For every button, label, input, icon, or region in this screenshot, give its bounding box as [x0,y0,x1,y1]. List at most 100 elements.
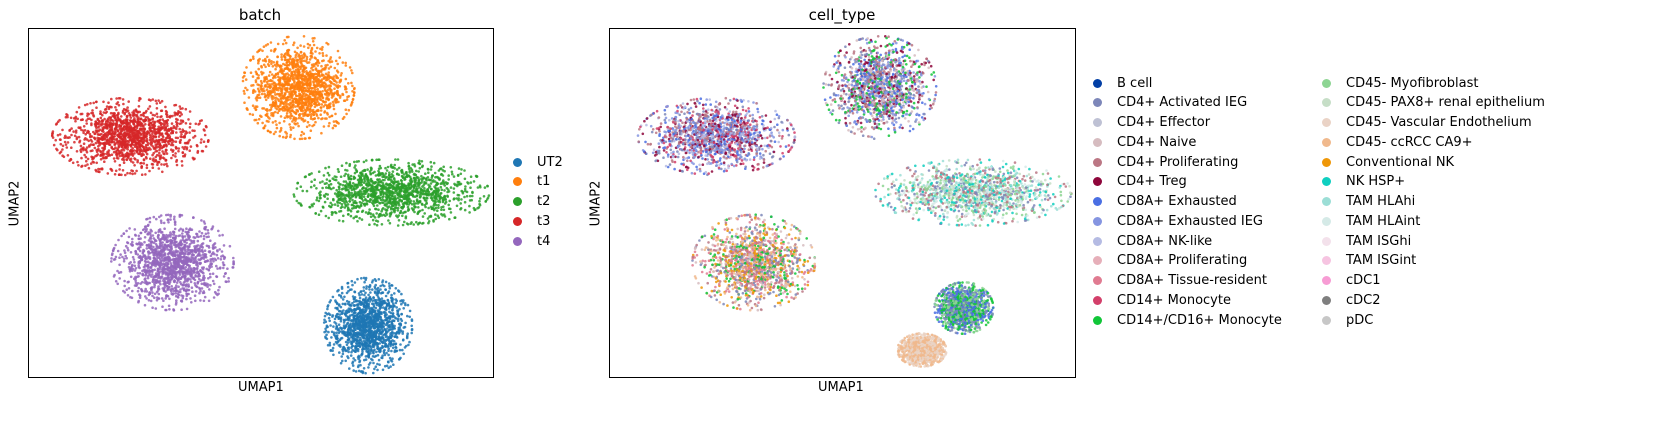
legend-item: cDC1 [1322,271,1381,291]
legend-item: CD8A+ NK-like [1093,231,1212,251]
batch-plot-frame [28,28,494,378]
legend-item: cDC2 [1322,290,1381,310]
cell-type-x-axis-label: UMAP1 [818,380,864,395]
legend-label: CD4+ Proliferating [1117,154,1239,170]
cluster-1-0 [636,96,797,177]
legend-marker [1093,236,1102,246]
legend-label: CD14+ Monocyte [1117,292,1231,308]
legend-marker [1322,315,1331,325]
legend-marker [1322,197,1331,206]
legend-item: UT2 [513,152,563,172]
legend-marker [513,197,522,206]
cluster-1-4 [933,281,995,336]
legend-label: t1 [537,174,551,190]
scatter-points-0 [50,35,491,375]
legend-item: t2 [513,192,550,212]
legend-marker [1322,256,1331,266]
legend-marker [1322,177,1331,187]
legend-item: CD14+/CD16+ Monocyte [1093,310,1282,330]
legend-item: t4 [513,231,550,251]
legend-label: CD14+/CD16+ Monocyte [1117,312,1282,328]
batch-x-axis-label: UMAP1 [238,380,284,395]
legend-label: CD8A+ Exhausted [1117,194,1237,209]
legend-label: UT2 [537,154,563,170]
legend-item: CD14+ Monocyte [1093,290,1231,310]
legend-label: CD8A+ Tissue-resident [1117,273,1267,288]
legend-label: CD4+ Naive [1117,134,1197,150]
legend-marker [1322,295,1331,305]
legend-label: TAM ISGhi [1346,233,1412,249]
legend-item: CD8A+ Tissue-resident [1093,271,1267,291]
cluster-1-3 [691,213,817,312]
cluster-0-2 [292,158,491,227]
legend-label: pDC [1346,312,1374,328]
legend-label: CD45- PAX8+ renal epithelium [1346,95,1545,111]
legend-marker [513,157,522,167]
legend-item: CD45- PAX8+ renal epithelium [1322,93,1545,113]
legend-marker [1093,197,1102,206]
legend-item: CD8A+ Proliferating [1093,251,1247,271]
legend-item: t3 [513,211,550,231]
legend-marker [513,177,522,187]
cluster-1-2 [874,158,1073,227]
legend-item: TAM ISGhi [1322,231,1411,251]
cell-type-plot-frame [609,28,1076,378]
cluster-1-1 [822,35,938,140]
legend-item: CD45- ccRCC CA9+ [1322,132,1473,152]
batch-panel-title: batch [238,6,282,24]
legend-marker [1093,276,1102,285]
legend-label: cDC1 [1346,273,1381,288]
cluster-1-5 [896,332,948,368]
legend-marker [1322,118,1331,127]
legend-item: CD4+ Treg [1093,172,1187,192]
legend-item: TAM HLAhi [1322,192,1415,212]
legend-label: B cell [1117,75,1153,91]
legend-label: CD8A+ NK-like [1117,233,1213,249]
legend-label: CD45- Myofibroblast [1346,75,1479,91]
legend-item: pDC [1322,310,1373,330]
legend-label: TAM ISGint [1346,253,1417,269]
legend-marker [1322,157,1331,167]
legend-marker [1093,98,1102,108]
legend-label: NK HSP+ [1346,174,1406,190]
cell-type-panel-title: cell_type [808,6,876,24]
cluster-0-3 [110,213,235,312]
legend-marker [1093,177,1102,187]
cluster-0-0 [50,96,210,177]
legend-marker [513,216,522,226]
legend-marker [1322,78,1331,88]
legend-label: TAM HLAint [1346,213,1421,229]
legend-marker [1322,236,1331,246]
legend-item: TAM ISGint [1322,251,1416,271]
legend-item: CD4+ Effector [1093,113,1210,133]
legend-label: CD45- Vascular Endothelium [1346,115,1532,130]
legend-marker [1093,78,1102,88]
legend-label: CD4+ Activated IEG [1117,95,1248,111]
legend-item: Conventional NK [1322,152,1454,172]
legend-item: t1 [513,172,550,192]
legend-label: t4 [537,233,551,249]
legend-item: TAM HLAint [1322,211,1420,231]
legend-label: CD4+ Treg [1117,174,1187,190]
legend-item: CD4+ Activated IEG [1093,93,1247,113]
legend-marker [1093,137,1102,147]
legend-label: t3 [537,213,551,229]
legend-label: CD8A+ Proliferating [1117,253,1248,269]
legend-marker [1093,118,1102,127]
legend-marker [1322,276,1331,285]
legend-label: CD45- ccRCC CA9+ [1346,134,1473,150]
legend-marker [1093,256,1102,266]
legend-item: CD45- Vascular Endothelium [1322,113,1532,133]
legend-label: CD8A+ Exhausted IEG [1117,213,1264,229]
legend-marker [1093,157,1102,167]
legend-marker [1093,295,1102,305]
legend-marker [513,236,522,246]
legend-item: B cell [1093,73,1152,93]
legend-marker [1093,315,1102,325]
scatter-points-1 [636,35,1073,368]
cluster-0-4 [322,276,414,375]
legend-marker [1322,216,1331,226]
legend-label: t2 [537,194,551,209]
legend-label: TAM HLAhi [1346,194,1416,209]
